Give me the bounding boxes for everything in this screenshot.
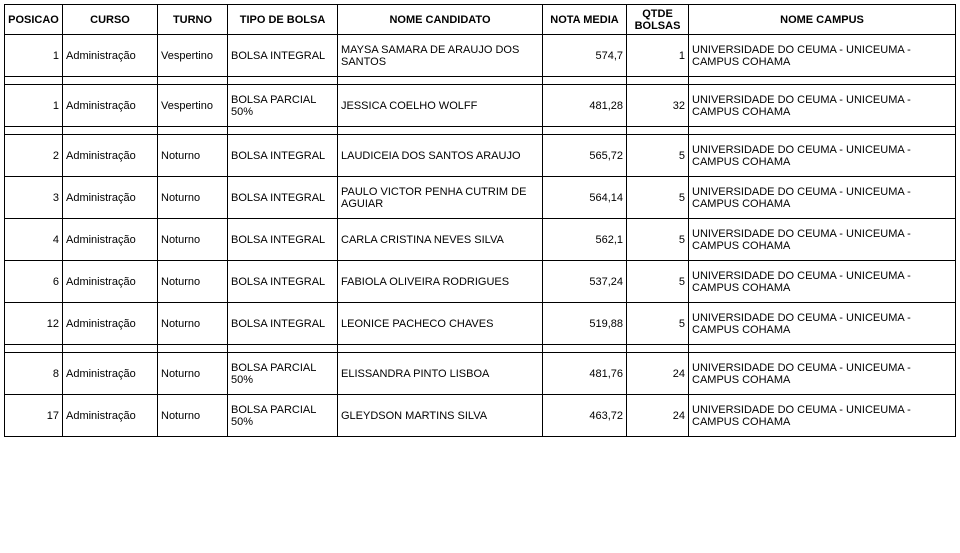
- cell-curso: Administração: [63, 353, 158, 395]
- table-row: 17AdministraçãoNoturnoBOLSA PARCIAL 50%G…: [5, 395, 956, 437]
- cell-posicao: 6: [5, 261, 63, 303]
- cell-tipo-bolsa: BOLSA INTEGRAL: [228, 35, 338, 77]
- cell-nome-campus: UNIVERSIDADE DO CEUMA - UNICEUMA - CAMPU…: [689, 395, 956, 437]
- cell-turno: Noturno: [158, 353, 228, 395]
- spacer-row: [5, 127, 956, 135]
- cell-curso: Administração: [63, 85, 158, 127]
- cell-nome-campus: UNIVERSIDADE DO CEUMA - UNICEUMA - CAMPU…: [689, 353, 956, 395]
- cell-turno: Vespertino: [158, 35, 228, 77]
- cell-nome-candidato: MAYSA SAMARA DE ARAUJO DOS SANTOS: [338, 35, 543, 77]
- cell-turno: Noturno: [158, 135, 228, 177]
- cell-nota-media: 481,76: [543, 353, 627, 395]
- cell-nota-media: 519,88: [543, 303, 627, 345]
- cell-curso: Administração: [63, 303, 158, 345]
- cell-posicao: 1: [5, 85, 63, 127]
- cell-nome-candidato: JESSICA COELHO WOLFF: [338, 85, 543, 127]
- cell-nome-candidato: GLEYDSON MARTINS SILVA: [338, 395, 543, 437]
- cell-curso: Administração: [63, 177, 158, 219]
- cell-curso: Administração: [63, 395, 158, 437]
- cell-posicao: 3: [5, 177, 63, 219]
- cell-nome-candidato: PAULO VICTOR PENHA CUTRIM DE AGUIAR: [338, 177, 543, 219]
- cell-nome-candidato: LEONICE PACHECO CHAVES: [338, 303, 543, 345]
- cell-qtde-bolsas: 5: [627, 135, 689, 177]
- cell-nome-campus: UNIVERSIDADE DO CEUMA - UNICEUMA - CAMPU…: [689, 177, 956, 219]
- cell-qtde-bolsas: 1: [627, 35, 689, 77]
- table-row: 1AdministraçãoVespertinoBOLSA PARCIAL 50…: [5, 85, 956, 127]
- cell-nota-media: 565,72: [543, 135, 627, 177]
- cell-qtde-bolsas: 5: [627, 303, 689, 345]
- table-row: 3AdministraçãoNoturnoBOLSA INTEGRALPAULO…: [5, 177, 956, 219]
- cell-nota-media: 537,24: [543, 261, 627, 303]
- cell-curso: Administração: [63, 219, 158, 261]
- cell-nome-candidato: LAUDICEIA DOS SANTOS ARAUJO: [338, 135, 543, 177]
- cell-tipo-bolsa: BOLSA INTEGRAL: [228, 303, 338, 345]
- cell-nota-media: 574,7: [543, 35, 627, 77]
- cell-turno: Noturno: [158, 261, 228, 303]
- cell-qtde-bolsas: 24: [627, 353, 689, 395]
- cell-turno: Vespertino: [158, 85, 228, 127]
- cell-qtde-bolsas: 5: [627, 219, 689, 261]
- table-row: 2AdministraçãoNoturnoBOLSA INTEGRALLAUDI…: [5, 135, 956, 177]
- cell-nota-media: 564,14: [543, 177, 627, 219]
- cell-nome-candidato: FABIOLA OLIVEIRA RODRIGUES: [338, 261, 543, 303]
- header-turno: TURNO: [158, 5, 228, 35]
- cell-qtde-bolsas: 32: [627, 85, 689, 127]
- cell-posicao: 17: [5, 395, 63, 437]
- cell-nome-candidato: CARLA CRISTINA NEVES SILVA: [338, 219, 543, 261]
- table-row: 4AdministraçãoNoturnoBOLSA INTEGRALCARLA…: [5, 219, 956, 261]
- cell-nome-campus: UNIVERSIDADE DO CEUMA - UNICEUMA - CAMPU…: [689, 135, 956, 177]
- cell-curso: Administração: [63, 135, 158, 177]
- cell-tipo-bolsa: BOLSA INTEGRAL: [228, 261, 338, 303]
- header-posicao: POSICAO: [5, 5, 63, 35]
- cell-posicao: 8: [5, 353, 63, 395]
- spacer-row: [5, 345, 956, 353]
- cell-nome-campus: UNIVERSIDADE DO CEUMA - UNICEUMA - CAMPU…: [689, 219, 956, 261]
- cell-posicao: 12: [5, 303, 63, 345]
- cell-qtde-bolsas: 24: [627, 395, 689, 437]
- cell-turno: Noturno: [158, 219, 228, 261]
- cell-tipo-bolsa: BOLSA PARCIAL 50%: [228, 85, 338, 127]
- cell-nota-media: 562,1: [543, 219, 627, 261]
- table-row: 1AdministraçãoVespertinoBOLSA INTEGRALMA…: [5, 35, 956, 77]
- cell-tipo-bolsa: BOLSA INTEGRAL: [228, 177, 338, 219]
- table-header-row: POSICAO CURSO TURNO TIPO DE BOLSA NOME C…: [5, 5, 956, 35]
- header-nota-media: NOTA MEDIA: [543, 5, 627, 35]
- cell-curso: Administração: [63, 261, 158, 303]
- cell-qtde-bolsas: 5: [627, 261, 689, 303]
- table-row: 6AdministraçãoNoturnoBOLSA INTEGRALFABIO…: [5, 261, 956, 303]
- cell-turno: Noturno: [158, 303, 228, 345]
- cell-nome-campus: UNIVERSIDADE DO CEUMA - UNICEUMA - CAMPU…: [689, 85, 956, 127]
- scholarship-table: POSICAO CURSO TURNO TIPO DE BOLSA NOME C…: [4, 4, 956, 437]
- cell-turno: Noturno: [158, 177, 228, 219]
- cell-curso: Administração: [63, 35, 158, 77]
- cell-nome-candidato: ELISSANDRA PINTO LISBOA: [338, 353, 543, 395]
- header-qtde-bolsas: QTDE BOLSAS: [627, 5, 689, 35]
- table-row: 8AdministraçãoNoturnoBOLSA PARCIAL 50%EL…: [5, 353, 956, 395]
- cell-nota-media: 481,28: [543, 85, 627, 127]
- cell-tipo-bolsa: BOLSA INTEGRAL: [228, 219, 338, 261]
- cell-turno: Noturno: [158, 395, 228, 437]
- cell-posicao: 4: [5, 219, 63, 261]
- cell-posicao: 2: [5, 135, 63, 177]
- cell-nome-campus: UNIVERSIDADE DO CEUMA - UNICEUMA - CAMPU…: [689, 261, 956, 303]
- cell-posicao: 1: [5, 35, 63, 77]
- cell-qtde-bolsas: 5: [627, 177, 689, 219]
- cell-tipo-bolsa: BOLSA INTEGRAL: [228, 135, 338, 177]
- table-row: 12AdministraçãoNoturnoBOLSA INTEGRALLEON…: [5, 303, 956, 345]
- cell-tipo-bolsa: BOLSA PARCIAL 50%: [228, 353, 338, 395]
- cell-tipo-bolsa: BOLSA PARCIAL 50%: [228, 395, 338, 437]
- cell-nome-campus: UNIVERSIDADE DO CEUMA - UNICEUMA - CAMPU…: [689, 303, 956, 345]
- cell-nome-campus: UNIVERSIDADE DO CEUMA - UNICEUMA - CAMPU…: [689, 35, 956, 77]
- header-curso: CURSO: [63, 5, 158, 35]
- header-tipo-bolsa: TIPO DE BOLSA: [228, 5, 338, 35]
- header-nome-candidato: NOME CANDIDATO: [338, 5, 543, 35]
- cell-nota-media: 463,72: [543, 395, 627, 437]
- header-nome-campus: NOME CAMPUS: [689, 5, 956, 35]
- spacer-row: [5, 77, 956, 85]
